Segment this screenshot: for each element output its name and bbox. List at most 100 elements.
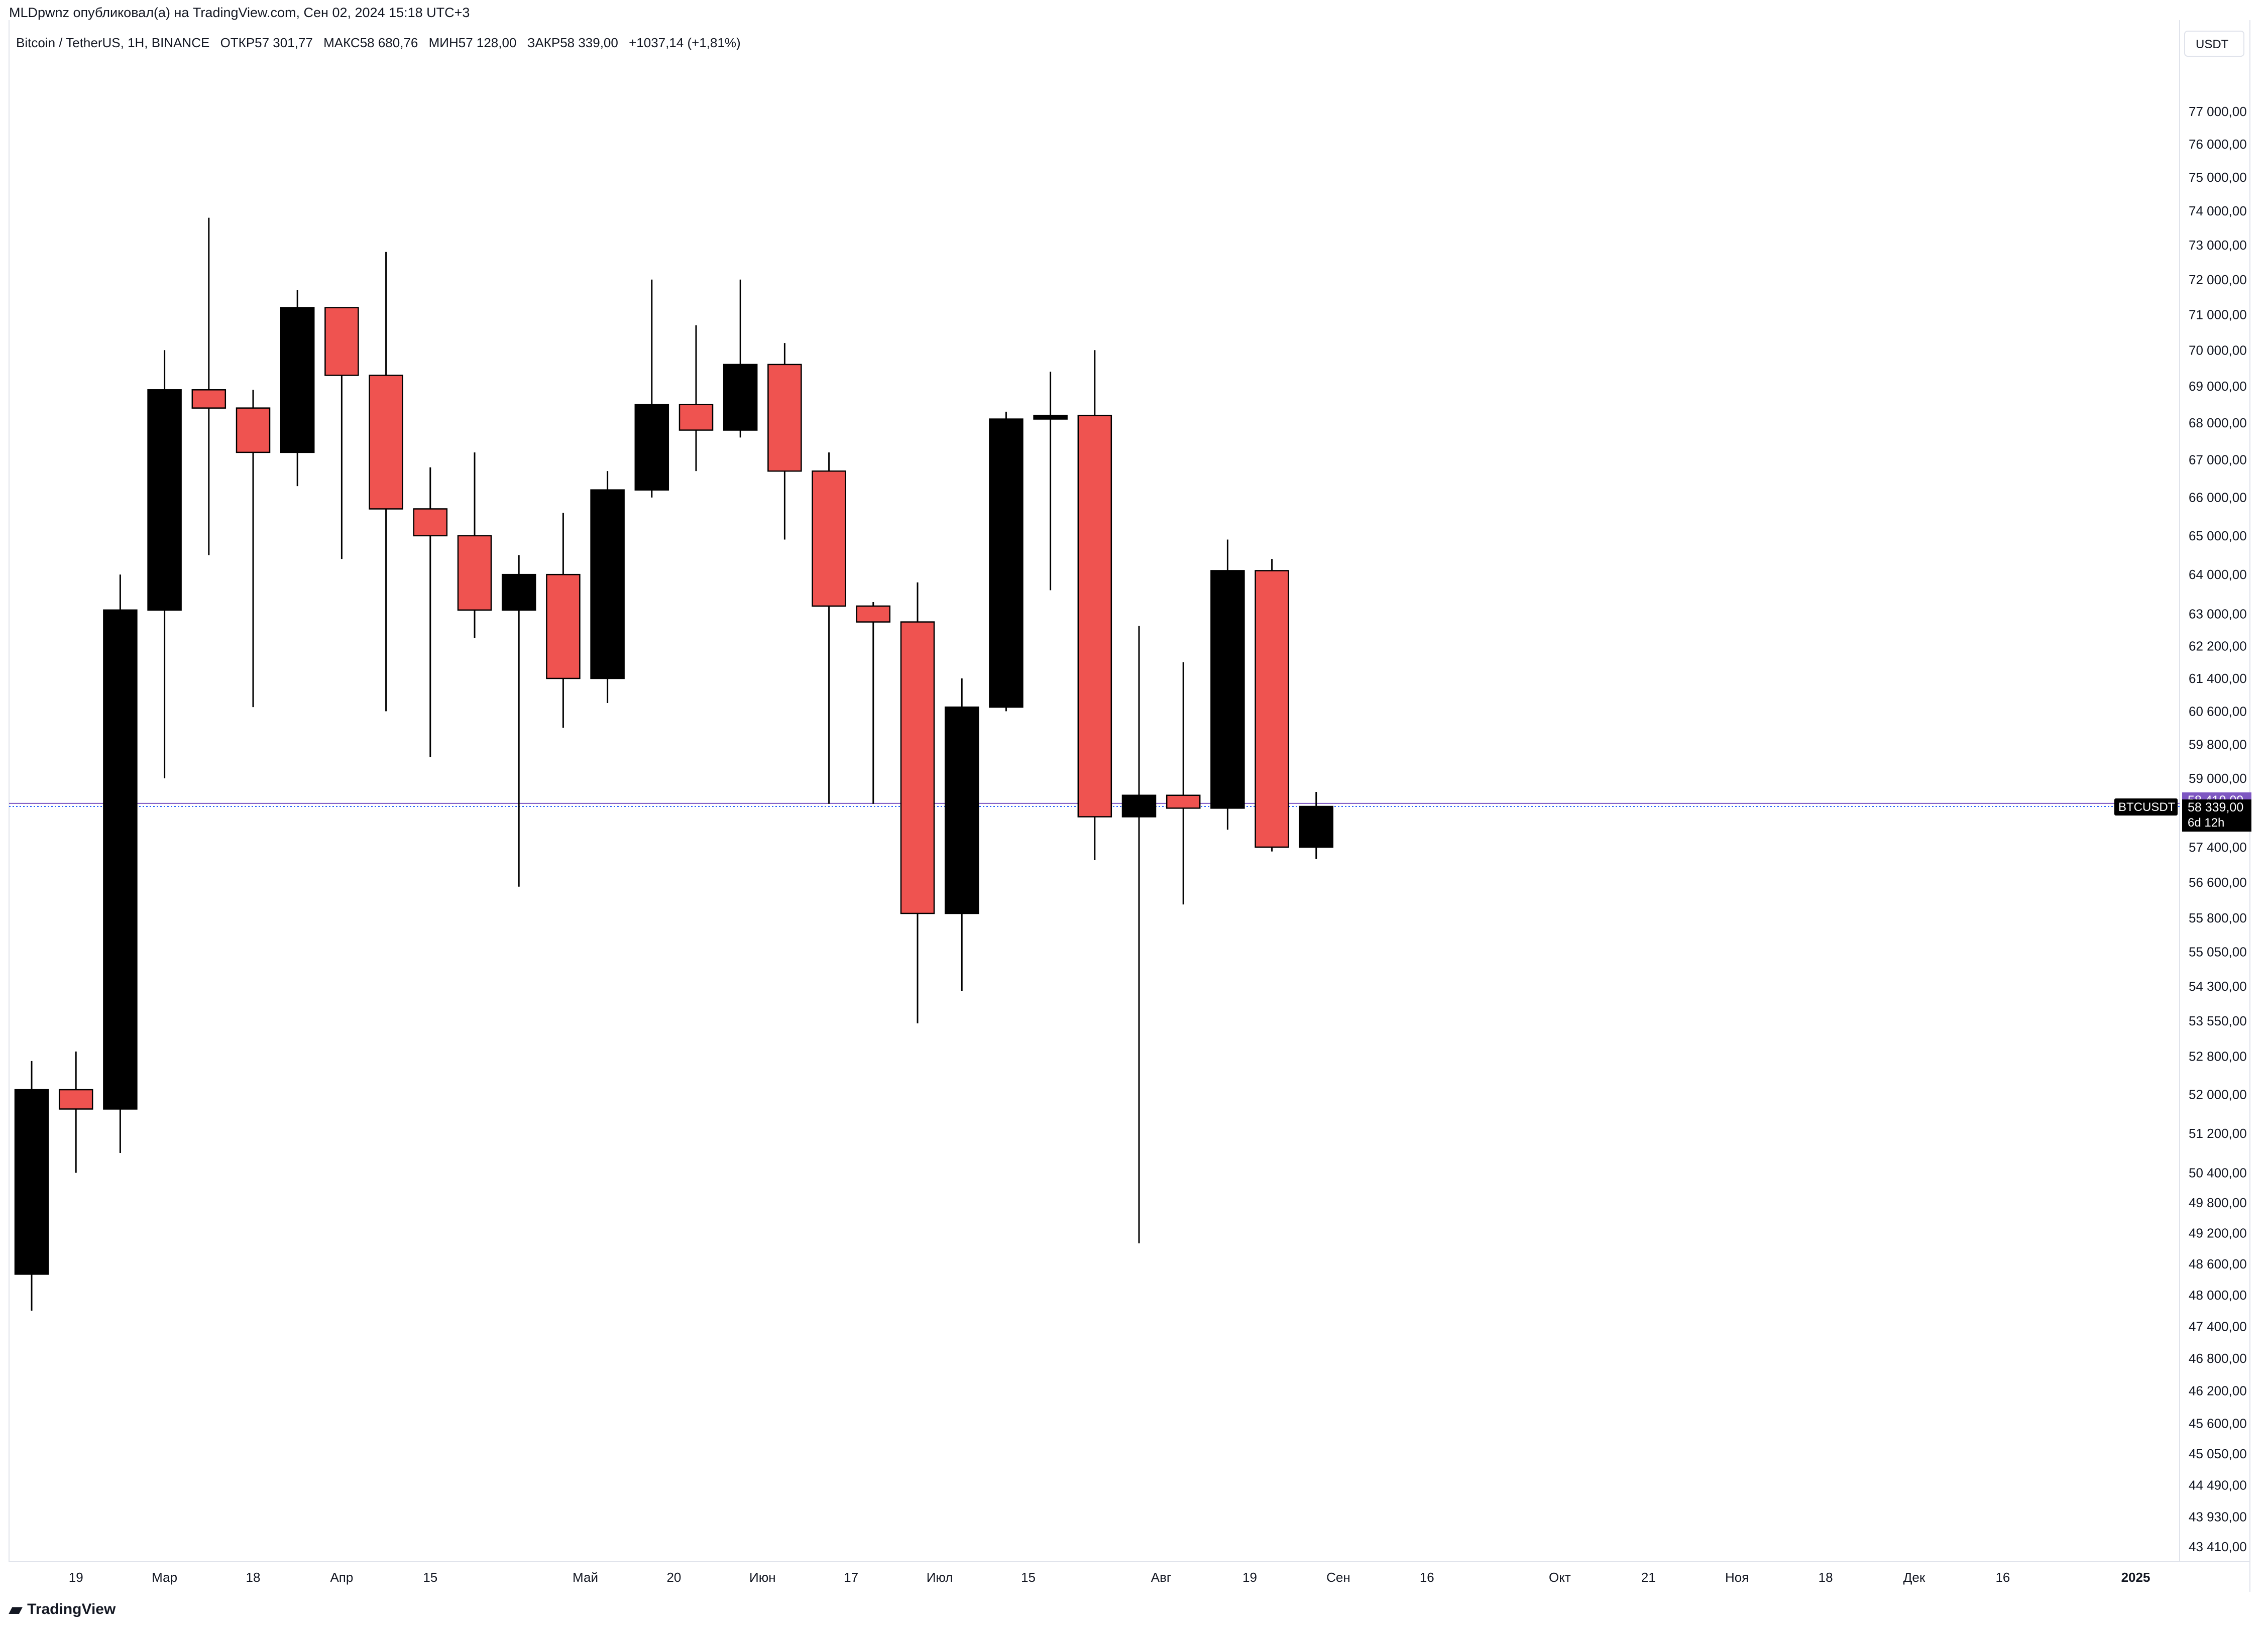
candle[interactable] bbox=[856, 602, 891, 804]
price-tick-label: 68 000,00 bbox=[2189, 415, 2247, 430]
price-tick-label: 43 410,00 bbox=[2189, 1539, 2247, 1554]
time-tick-label: Дек bbox=[1903, 1570, 1925, 1585]
candle[interactable] bbox=[900, 582, 935, 1023]
countdown-label: 6d 12h bbox=[2188, 816, 2224, 830]
price-tick-label: 65 000,00 bbox=[2189, 528, 2247, 543]
candle[interactable] bbox=[678, 325, 714, 472]
candle[interactable] bbox=[1299, 791, 1334, 859]
candle-body bbox=[634, 404, 669, 491]
price-tick-label: 76 000,00 bbox=[2189, 137, 2247, 152]
price-tick-label: 60 600,00 bbox=[2189, 704, 2247, 719]
candle-body bbox=[1166, 794, 1201, 809]
price-tick-label: 52 000,00 bbox=[2189, 1087, 2247, 1102]
price-tick-label: 74 000,00 bbox=[2189, 203, 2247, 218]
candle[interactable] bbox=[1121, 626, 1157, 1243]
candle-body bbox=[103, 609, 138, 1110]
candle-body bbox=[1255, 570, 1289, 848]
last-price-badge bbox=[2182, 799, 2251, 832]
candle[interactable] bbox=[989, 411, 1024, 712]
time-tick-label: 20 bbox=[666, 1570, 681, 1585]
price-tick-label: 75 000,00 bbox=[2189, 170, 2247, 185]
legend-low-value: 57 128,00 bbox=[458, 35, 517, 50]
price-tick-label: 46 200,00 bbox=[2189, 1383, 2247, 1398]
legend-open: ОТКР57 301,77 bbox=[220, 35, 313, 50]
time-tick-label: 18 bbox=[1819, 1570, 1833, 1585]
candle-body bbox=[324, 307, 359, 376]
publisher-header: MLDpwnz опубликовал(а) на TradingView.co… bbox=[9, 5, 470, 20]
time-tick-label: Май bbox=[573, 1570, 598, 1585]
candle-body bbox=[14, 1089, 49, 1275]
candle[interactable] bbox=[944, 678, 979, 991]
candle[interactable] bbox=[191, 217, 226, 555]
candle[interactable] bbox=[1166, 662, 1201, 905]
time-tick-label: Ноя bbox=[1725, 1570, 1749, 1585]
candle[interactable] bbox=[14, 1061, 49, 1311]
candle[interactable] bbox=[1033, 372, 1068, 591]
time-tick-label: Сен bbox=[1326, 1570, 1350, 1585]
candle[interactable] bbox=[280, 290, 315, 487]
symbol-badge-label: BTCUSDT bbox=[2118, 800, 2176, 814]
time-tick-label: 19 bbox=[69, 1570, 83, 1585]
candle[interactable] bbox=[634, 279, 669, 498]
price-tick-label: 50 400,00 bbox=[2189, 1165, 2247, 1180]
currency-button[interactable] bbox=[2184, 31, 2244, 57]
price-tick-label: 61 400,00 bbox=[2189, 671, 2247, 686]
candle[interactable] bbox=[236, 390, 271, 708]
price-tick-label: 55 800,00 bbox=[2189, 910, 2247, 925]
price-tick-label: 66 000,00 bbox=[2189, 490, 2247, 505]
candle[interactable] bbox=[147, 350, 182, 778]
candle[interactable] bbox=[546, 513, 581, 728]
candle-body bbox=[236, 407, 271, 453]
time-tick-label: Апр bbox=[330, 1570, 353, 1585]
price-tick-label: 47 400,00 bbox=[2189, 1319, 2247, 1334]
candle-body bbox=[546, 573, 581, 679]
candle-body bbox=[191, 389, 226, 409]
price-tick-label: 62 200,00 bbox=[2189, 638, 2247, 653]
candle-body bbox=[1121, 794, 1157, 818]
legend-open-value: 57 301,77 bbox=[255, 35, 313, 50]
price-tick-label: 67 000,00 bbox=[2189, 452, 2247, 468]
candle[interactable] bbox=[324, 307, 359, 559]
candle-body bbox=[590, 489, 625, 679]
price-tick-label: 49 200,00 bbox=[2189, 1226, 2247, 1241]
candle[interactable] bbox=[767, 343, 802, 540]
price-tick-label: 53 550,00 bbox=[2189, 1013, 2247, 1028]
price-tick-label: 45 600,00 bbox=[2189, 1416, 2247, 1431]
legend-change: +1037,14 (+1,81%) bbox=[629, 35, 741, 50]
time-tick-label: 2025 bbox=[2121, 1570, 2150, 1585]
candle[interactable] bbox=[812, 452, 846, 804]
candle[interactable] bbox=[501, 555, 536, 887]
candle[interactable] bbox=[457, 452, 492, 638]
candle[interactable] bbox=[58, 1052, 93, 1173]
symbol-badge bbox=[2114, 798, 2178, 816]
price-tick-label: 73 000,00 bbox=[2189, 238, 2247, 253]
candle[interactable] bbox=[1255, 559, 1289, 852]
legend-close-value: 58 339,00 bbox=[560, 35, 618, 50]
candle[interactable] bbox=[1210, 539, 1245, 830]
candle[interactable] bbox=[103, 574, 138, 1153]
candle[interactable] bbox=[1077, 350, 1112, 861]
candle[interactable] bbox=[413, 467, 448, 757]
tradingview-logo-text: TradingView bbox=[27, 1601, 116, 1617]
candle-body bbox=[457, 535, 492, 611]
price-tick-label: 54 300,00 bbox=[2189, 979, 2247, 994]
time-tick-label: Мар bbox=[152, 1570, 177, 1585]
price-tick-label: 77 000,00 bbox=[2189, 104, 2247, 119]
last-price-label: 58 339,00 bbox=[2188, 800, 2243, 815]
tradingview-logo[interactable]: ▰ TradingView bbox=[9, 1599, 116, 1619]
candle[interactable] bbox=[369, 252, 403, 712]
legend-close-label: ЗАКР bbox=[527, 35, 560, 50]
price-tick-label: 51 200,00 bbox=[2189, 1126, 2247, 1141]
currency-label[interactable]: USDT bbox=[2196, 38, 2229, 51]
legend-symbol[interactable]: Bitcoin / TetherUS, 1H, BINANCE bbox=[16, 35, 210, 50]
candle[interactable] bbox=[723, 279, 758, 438]
candle-body bbox=[856, 605, 891, 623]
legend-high-value: 58 680,76 bbox=[360, 35, 418, 50]
price-tick-label: 56 600,00 bbox=[2189, 875, 2247, 890]
candle[interactable] bbox=[590, 471, 625, 703]
candle-body bbox=[1299, 805, 1334, 848]
price-tick-label: 70 000,00 bbox=[2189, 342, 2247, 358]
legend-high-label: МАКС bbox=[323, 35, 360, 50]
candle-body bbox=[1033, 414, 1068, 420]
